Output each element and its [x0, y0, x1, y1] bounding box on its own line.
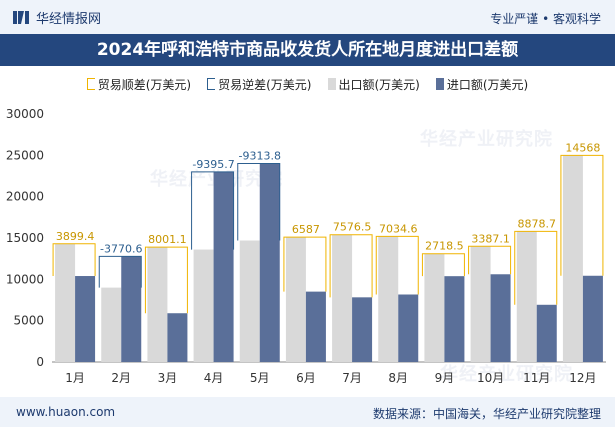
import-bar: [490, 274, 511, 362]
x-tick-label: 4月: [204, 371, 224, 385]
watermark-2: 华经产业研究院: [420, 129, 553, 150]
export-bar: [332, 234, 353, 362]
surplus-bracket: [329, 234, 373, 298]
x-tick-label: 5月: [250, 371, 270, 385]
deficit-bracket: [191, 171, 235, 250]
y-tick-label: 30000: [6, 107, 44, 121]
y-tick-label: 0: [36, 355, 44, 369]
balance-data-label: -3770.6: [100, 242, 142, 255]
surplus-bracket: [421, 253, 465, 277]
import-bar: [213, 171, 234, 362]
export-bar: [101, 287, 122, 362]
y-tick-label: 25000: [6, 148, 44, 162]
legend-label-export: 出口额(万美元): [338, 77, 420, 92]
balance-data-label: 3387.1: [471, 232, 510, 245]
legend-item-export[interactable]: 出口额(万美元): [327, 74, 420, 94]
legend-swatch-deficit: [207, 78, 216, 90]
balance-data-label: 6587: [292, 223, 320, 236]
export-bar: [562, 155, 583, 362]
surplus-bracket: [560, 154, 604, 276]
huajing-logo-icon: [13, 11, 29, 24]
import-bar: [536, 304, 557, 362]
x-tick-label: 8月: [388, 371, 408, 385]
import-bar: [167, 313, 188, 362]
surplus-bracket: [514, 230, 558, 305]
export-bar: [239, 240, 260, 362]
import-bar: [398, 294, 419, 362]
deficit-bracket: [237, 162, 281, 241]
site-url[interactable]: www.huaon.com: [16, 405, 116, 419]
x-tick-label: 7月: [342, 371, 362, 385]
import-bar: [582, 275, 603, 362]
x-tick-label: 1月: [65, 371, 85, 385]
x-tick-label: 10月: [477, 371, 504, 385]
title-bar: 2024年呼和浩特市商品收发货人所在地月度进出口差额: [0, 34, 615, 66]
chart-legend: 贸易顺差(万美元) 贸易逆差(万美元) 出口额(万美元) 进口额(万美元): [0, 74, 615, 94]
footer: www.huaon.com 数据来源：中国海关，华经产业研究院整理: [0, 397, 615, 427]
import-bar: [121, 256, 142, 362]
balance-data-label: 2718.5: [425, 240, 464, 253]
surplus-bracket: [283, 236, 327, 292]
bar-chart: 0 5000 10000 15000 20000 25000 30000 1月 3899.4 2月…: [6, 107, 606, 385]
balance-data-label: 8878.7: [518, 217, 557, 230]
top-banner: 华经情报网 专业严谨 • 客观科学: [0, 0, 615, 34]
export-bar: [285, 237, 306, 362]
y-tick-label: 10000: [6, 272, 44, 286]
data-source: 数据来源：中国海关，华经产业研究院整理: [372, 407, 601, 421]
slogan: 专业严谨 • 客观科学: [490, 12, 601, 26]
surplus-bracket: [144, 246, 188, 314]
export-bar: [193, 249, 214, 362]
x-tick-label: 2月: [111, 371, 131, 385]
balance-data-label: 8001.1: [148, 233, 187, 246]
chart-title: 2024年呼和浩特市商品收发货人所在地月度进出口差额: [96, 40, 519, 60]
balance-data-label: 3899.4: [56, 230, 95, 243]
balance-data-label: -9313.8: [239, 149, 281, 162]
import-bar: [75, 276, 96, 362]
balance-data-label: -9395.7: [192, 158, 234, 171]
export-bar: [516, 231, 537, 362]
watermark-3: 华经产业研究院: [440, 364, 573, 385]
balance-data-label: 7034.6: [379, 222, 418, 235]
balance-data-label: 14568: [565, 141, 600, 154]
y-tick-label: 20000: [6, 190, 44, 204]
x-tick-label: 3月: [158, 371, 178, 385]
legend-item-deficit[interactable]: 贸易逆差(万美元): [207, 74, 312, 94]
surplus-bracket: [468, 245, 512, 275]
import-bar: [444, 276, 465, 362]
import-bar: [305, 291, 326, 362]
brand[interactable]: 华经情报网: [12, 6, 101, 28]
brand-name: 华经情报网: [36, 11, 102, 27]
export-bar: [424, 253, 445, 362]
legend-item-surplus[interactable]: 贸易顺差(万美元): [86, 74, 192, 94]
x-tick-label: 11月: [523, 371, 550, 385]
deficit-bracket: [98, 255, 142, 288]
x-tick-label: 9月: [435, 371, 455, 385]
export-bar: [147, 247, 168, 362]
x-tick-label: 12月: [569, 371, 596, 385]
legend-item-import[interactable]: 进口额(万美元): [435, 74, 529, 94]
legend-swatch-import: [435, 78, 444, 90]
export-bar: [470, 246, 491, 362]
legend-label-import: 进口额(万美元): [446, 77, 529, 92]
legend-label-deficit: 贸易逆差(万美元): [218, 77, 312, 92]
y-tick-label: 15000: [6, 231, 44, 245]
export-bar: [378, 236, 399, 362]
legend-label-surplus: 贸易顺差(万美元): [97, 77, 192, 92]
import-bar: [352, 297, 373, 362]
legend-swatch-export: [327, 78, 336, 90]
import-bar: [259, 163, 280, 362]
surplus-bracket: [375, 235, 419, 295]
balance-data-label: 7576.5: [333, 221, 372, 234]
x-tick-label: 6月: [296, 371, 316, 385]
legend-swatch-surplus: [86, 78, 95, 90]
export-bar: [55, 243, 76, 362]
y-tick-label: 5000: [13, 314, 44, 328]
surplus-bracket: [52, 243, 96, 277]
